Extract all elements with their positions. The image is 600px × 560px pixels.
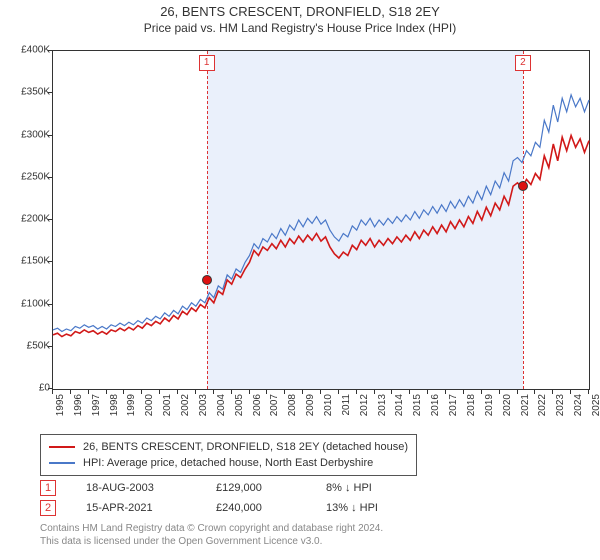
x-tick-label: 2025 — [591, 394, 600, 416]
sale-row-1: 1 18-AUG-2003 £129,000 8% ↓ HPI — [40, 478, 446, 498]
legend-swatch-hpi — [49, 462, 75, 464]
x-tick-label: 2009 — [305, 394, 316, 416]
x-tick-label: 2023 — [555, 394, 566, 416]
x-tick-label: 2021 — [520, 394, 531, 416]
x-tick-label: 2018 — [466, 394, 477, 416]
y-tick-label: £350K — [4, 87, 50, 98]
x-tick-label: 2019 — [484, 394, 495, 416]
x-tick-label: 1997 — [91, 394, 102, 416]
x-tick-label: 2008 — [287, 394, 298, 416]
y-tick-label: £100K — [4, 298, 50, 309]
plot-area: 1 2 — [52, 50, 590, 390]
y-tick-label: £150K — [4, 256, 50, 267]
x-tick-label: 2020 — [502, 394, 513, 416]
x-tick-label: 2003 — [198, 394, 209, 416]
sale-price-2: £240,000 — [216, 502, 326, 514]
sale-row-2: 2 15-APR-2021 £240,000 13% ↓ HPI — [40, 498, 446, 518]
x-tick-label: 2007 — [269, 394, 280, 416]
x-tick-label: 2005 — [234, 394, 245, 416]
x-tick-label: 2024 — [573, 394, 584, 416]
x-tick-label: 2001 — [162, 394, 173, 416]
x-tick-label: 2002 — [180, 394, 191, 416]
x-tick-label: 2013 — [377, 394, 388, 416]
chart-title: 26, BENTS CRESCENT, DRONFIELD, S18 2EY — [0, 4, 600, 19]
x-tick-label: 2015 — [412, 394, 423, 416]
footer-attribution: Contains HM Land Registry data © Crown c… — [40, 522, 383, 548]
hpi-series-line — [53, 95, 589, 332]
footer-line-1: Contains HM Land Registry data © Crown c… — [40, 522, 383, 535]
sales-table: 1 18-AUG-2003 £129,000 8% ↓ HPI 2 15-APR… — [40, 478, 446, 518]
x-tick-label: 2014 — [394, 394, 405, 416]
x-tick-label: 1998 — [109, 394, 120, 416]
legend-row-hpi: HPI: Average price, detached house, Nort… — [49, 455, 408, 471]
legend-box: 26, BENTS CRESCENT, DRONFIELD, S18 2EY (… — [40, 434, 417, 476]
x-tick-label: 2004 — [216, 394, 227, 416]
sale-badge-plot-1: 1 — [199, 55, 215, 71]
sale-date-2: 15-APR-2021 — [86, 502, 216, 514]
x-tick-label: 2016 — [430, 394, 441, 416]
sale-point-1 — [202, 275, 212, 285]
x-tick-label: 2000 — [144, 394, 155, 416]
x-tick-label: 1995 — [55, 394, 66, 416]
legend-row-price: 26, BENTS CRESCENT, DRONFIELD, S18 2EY (… — [49, 439, 408, 455]
legend-label-hpi: HPI: Average price, detached house, Nort… — [83, 455, 373, 471]
y-tick-label: £400K — [4, 45, 50, 56]
sale-point-2 — [518, 181, 528, 191]
line-series-svg — [53, 51, 589, 389]
sale-badge-plot-2: 2 — [515, 55, 531, 71]
x-tick-label: 2006 — [252, 394, 263, 416]
y-tick-label: £50K — [4, 340, 50, 351]
y-tick-label: £300K — [4, 129, 50, 140]
footer-line-2: This data is licensed under the Open Gov… — [40, 535, 383, 548]
y-tick-label: £200K — [4, 214, 50, 225]
sale-price-1: £129,000 — [216, 482, 326, 494]
sale-diff-1: 8% ↓ HPI — [326, 482, 446, 494]
price-series-line — [53, 136, 589, 337]
chart-subtitle: Price paid vs. HM Land Registry's House … — [0, 21, 600, 35]
x-tick-label: 1999 — [126, 394, 137, 416]
sale-badge-1: 1 — [40, 480, 56, 496]
y-tick-label: £250K — [4, 171, 50, 182]
x-tick-label: 2010 — [323, 394, 334, 416]
sale-badge-2: 2 — [40, 500, 56, 516]
chart-container: { "title": "26, BENTS CRESCENT, DRONFIEL… — [0, 0, 600, 560]
x-tick-label: 2012 — [359, 394, 370, 416]
sale-diff-2: 13% ↓ HPI — [326, 502, 446, 514]
legend-label-price: 26, BENTS CRESCENT, DRONFIELD, S18 2EY (… — [83, 439, 408, 455]
y-tick-label: £0 — [4, 383, 50, 394]
x-tick-label: 2017 — [448, 394, 459, 416]
x-tick-label: 2011 — [341, 394, 352, 416]
legend-swatch-price — [49, 446, 75, 448]
x-tick-label: 2022 — [537, 394, 548, 416]
sale-date-1: 18-AUG-2003 — [86, 482, 216, 494]
x-tick-label: 1996 — [73, 394, 84, 416]
